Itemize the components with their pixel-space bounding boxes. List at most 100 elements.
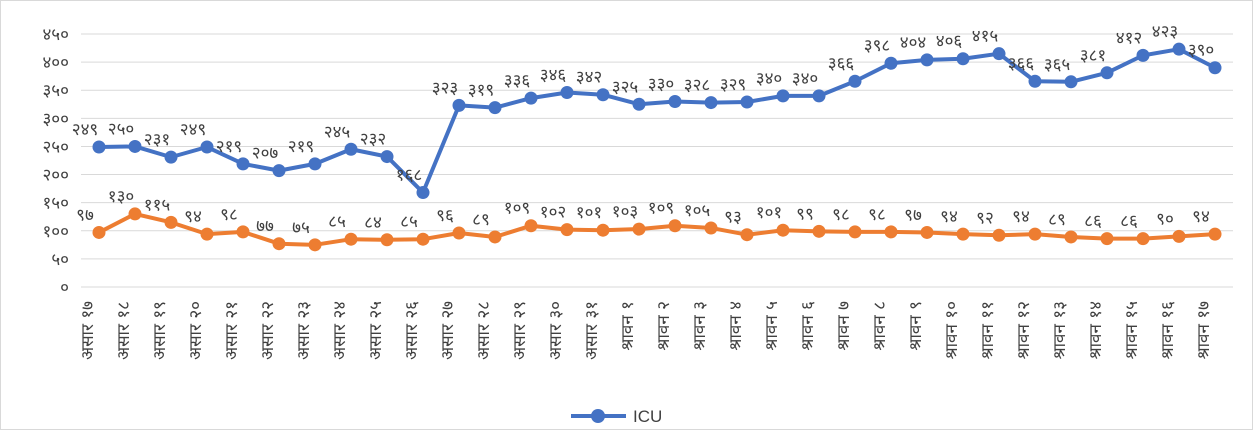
data-label: ३२३ [432,78,459,98]
x-tick-label: असार ३० [546,301,566,360]
data-point [1136,48,1150,62]
data-point [956,52,970,66]
data-point [308,238,322,252]
x-tick-label: श्रावन २ [654,301,674,351]
data-label: ३४० [756,69,783,89]
x-tick-label: असार २९ [510,301,530,360]
data-label: ३८१ [1080,46,1107,66]
data-point [812,89,826,103]
data-label: १०५ [684,201,711,221]
y-axis-ticks: ० ५० १०० १५० २०० २५० ३०० ३५० ४०० ४५० [42,25,69,298]
x-tick-label: श्रावन ११ [978,301,998,359]
data-point [380,233,394,247]
data-point [956,227,970,241]
data-point [380,150,394,164]
data-label: ८४ [364,213,382,233]
data-label: ३९८ [864,36,891,56]
x-tick-label: असार १९ [150,301,170,360]
data-label: ३३६ [504,71,531,91]
data-point [344,142,358,156]
data-label: ७७ [256,217,274,237]
data-point [1172,229,1186,243]
data-label: ४१२ [1116,28,1143,48]
data-point [92,225,106,239]
data-label: ८५ [328,212,346,232]
data-point [488,101,502,115]
data-point [488,230,502,244]
data-point [164,150,178,164]
x-tick-label: असार २४ [330,301,350,360]
data-point [1208,227,1222,241]
data-point [560,223,574,237]
y-tick-label: १५० [42,194,69,214]
x-tick-label: श्रावन १ [618,301,638,351]
data-label: २४५ [324,122,351,142]
data-label: ८५ [400,212,418,232]
data-point [128,207,142,221]
legend-marker [591,409,605,423]
data-label: ७५ [292,218,310,238]
data-label: २४९ [180,120,207,140]
y-tick-label: ३०० [42,109,69,129]
x-tick-label: श्रावन १० [942,301,962,359]
data-label: ९४ [1192,207,1210,227]
data-point [200,227,214,241]
data-label: ८९ [1048,210,1066,230]
data-point [1136,232,1150,246]
data-point [920,53,934,67]
x-tick-label: असार २८ [474,301,494,360]
legend-label: ICU [633,407,662,426]
x-tick-label: श्रावन ७ [834,301,854,351]
data-label: २०७ [252,144,279,164]
data-point [272,237,286,251]
data-label: ४१५ [972,27,999,47]
data-label: ३३० [648,74,675,94]
data-point [596,223,610,237]
y-tick-label: १०० [42,222,69,242]
data-point [560,85,574,99]
data-label: १०१ [756,203,783,223]
data-point [740,228,754,242]
data-label: ८९ [472,210,490,230]
data-point [524,91,538,105]
data-point [416,232,430,246]
data-point [236,225,250,239]
data-label: १६८ [396,166,423,186]
data-label: ९२ [976,208,994,228]
data-label: ९७ [76,205,94,225]
x-tick-label: श्रावन ४ [726,301,746,351]
y-tick-label: ५० [51,250,69,270]
y-tick-label: २५० [42,137,69,157]
data-point [776,89,790,103]
data-point [668,219,682,233]
data-point [848,74,862,88]
data-label: ३२५ [612,77,639,97]
data-label: ९४ [940,207,958,227]
data-label: ३४६ [540,65,567,85]
series-group [92,42,1222,252]
data-label: ३२८ [684,76,711,96]
data-label: ४२३ [1152,22,1179,42]
data-label: ३६६ [1008,54,1035,74]
data-label: ३४० [792,69,819,89]
data-label: ३४२ [576,68,603,88]
data-point [1100,232,1114,246]
data-point [452,226,466,240]
data-label: ४०६ [936,32,963,52]
x-tick-label: श्रावन १५ [1122,301,1142,359]
x-axis-ticks: असार १७ असार १८ असार १९ असार २० असार २१ असार … [78,301,1214,360]
x-tick-label: श्रावन ५ [762,301,782,351]
data-point [848,225,862,239]
data-label: १३० [108,187,135,207]
data-point [416,186,430,200]
x-tick-label: श्रावन ८ [870,301,890,351]
data-label: ११५ [144,195,171,215]
x-tick-label: असार १८ [114,301,134,360]
y-tick-label: ४०० [42,53,69,73]
data-point [632,222,646,236]
data-point [740,95,754,109]
gridlines [81,33,1233,288]
x-tick-label: श्रावन १४ [1086,301,1106,359]
